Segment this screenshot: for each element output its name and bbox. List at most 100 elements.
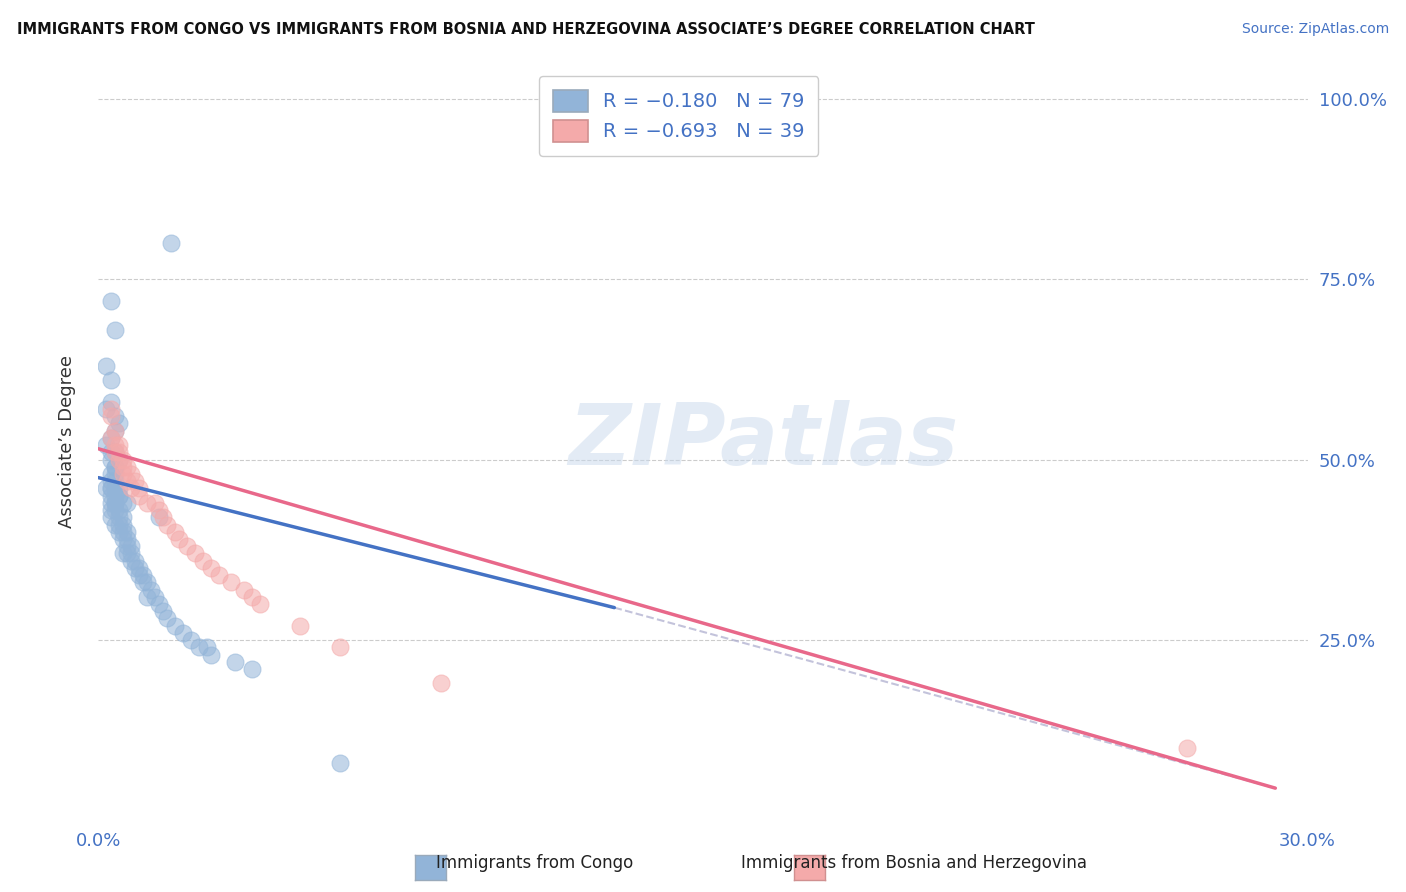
Point: [111, 467, 134, 481]
Point: [143, 496, 166, 510]
Point: [143, 590, 166, 604]
Point: [188, 640, 211, 655]
Legend: R = −0.180   N = 79, R = −0.693   N = 39: R = −0.180 N = 79, R = −0.693 N = 39: [538, 76, 818, 156]
Point: [128, 568, 150, 582]
Point: [195, 640, 218, 655]
Point: [100, 431, 122, 445]
Point: [100, 503, 122, 517]
Point: [115, 524, 138, 539]
Point: [124, 554, 146, 568]
Point: [124, 475, 146, 489]
Point: [132, 575, 155, 590]
Point: [152, 604, 174, 618]
Point: [329, 756, 352, 770]
Point: [103, 424, 125, 438]
Point: [240, 662, 263, 676]
Point: [120, 467, 142, 481]
Point: [139, 582, 162, 597]
Point: [240, 590, 263, 604]
Point: [180, 633, 202, 648]
Point: [156, 517, 179, 532]
Point: [115, 539, 138, 553]
Point: [111, 546, 134, 560]
Point: [156, 611, 179, 625]
Point: [184, 546, 207, 560]
Point: [96, 359, 118, 373]
Point: [100, 452, 122, 467]
Point: [115, 475, 138, 489]
Point: [163, 618, 186, 632]
Point: [107, 489, 129, 503]
Point: [103, 445, 125, 459]
Text: Immigrants from Bosnia and Herzegovina: Immigrants from Bosnia and Herzegovina: [741, 855, 1087, 872]
Point: [107, 517, 129, 532]
Point: [111, 496, 134, 510]
Point: [103, 475, 125, 489]
Point: [115, 459, 138, 474]
Point: [115, 546, 138, 560]
Point: [111, 524, 134, 539]
Point: [115, 532, 138, 546]
Point: [100, 293, 122, 308]
Point: [107, 452, 129, 467]
Point: [135, 496, 157, 510]
Point: [100, 475, 122, 489]
Text: Source: ZipAtlas.com: Source: ZipAtlas.com: [1241, 22, 1389, 37]
Point: [115, 496, 138, 510]
Point: [148, 503, 170, 517]
Point: [103, 445, 125, 459]
Point: [221, 575, 243, 590]
Point: [167, 532, 190, 546]
Point: [111, 532, 134, 546]
Point: [107, 489, 129, 503]
Point: [103, 503, 125, 517]
Point: [103, 424, 125, 438]
Point: [111, 517, 134, 532]
Text: ZIPatlas: ZIPatlas: [568, 400, 959, 483]
Point: [172, 626, 194, 640]
Point: [103, 496, 125, 510]
Point: [135, 590, 157, 604]
Point: [100, 482, 122, 496]
Point: [107, 452, 129, 467]
Point: [107, 524, 129, 539]
Point: [107, 417, 129, 431]
Point: [107, 445, 129, 459]
Point: [103, 409, 125, 424]
Point: [100, 510, 122, 524]
Point: [100, 496, 122, 510]
Point: [152, 510, 174, 524]
Point: [148, 597, 170, 611]
Point: [232, 582, 254, 597]
Point: [124, 561, 146, 575]
Point: [111, 510, 134, 524]
Point: [107, 482, 129, 496]
Point: [107, 510, 129, 524]
Point: [100, 373, 122, 387]
Point: [96, 402, 118, 417]
Point: [100, 482, 122, 496]
Point: [100, 394, 122, 409]
Point: [103, 323, 125, 337]
Point: [224, 655, 246, 669]
Point: [100, 431, 122, 445]
Point: [1175, 741, 1198, 756]
Point: [249, 597, 271, 611]
Point: [132, 568, 155, 582]
Point: [128, 561, 150, 575]
Point: [111, 452, 134, 467]
Point: [120, 546, 142, 560]
Point: [288, 618, 311, 632]
Point: [107, 503, 129, 517]
Point: [103, 482, 125, 496]
Point: [148, 510, 170, 524]
Text: IMMIGRANTS FROM CONGO VS IMMIGRANTS FROM BOSNIA AND HERZEGOVINA ASSOCIATE’S DEGR: IMMIGRANTS FROM CONGO VS IMMIGRANTS FROM…: [17, 22, 1035, 37]
Point: [100, 467, 122, 481]
Point: [135, 575, 157, 590]
Point: [96, 482, 118, 496]
Point: [107, 438, 129, 452]
Point: [120, 554, 142, 568]
Point: [160, 235, 183, 250]
Point: [163, 524, 186, 539]
Point: [430, 676, 453, 690]
